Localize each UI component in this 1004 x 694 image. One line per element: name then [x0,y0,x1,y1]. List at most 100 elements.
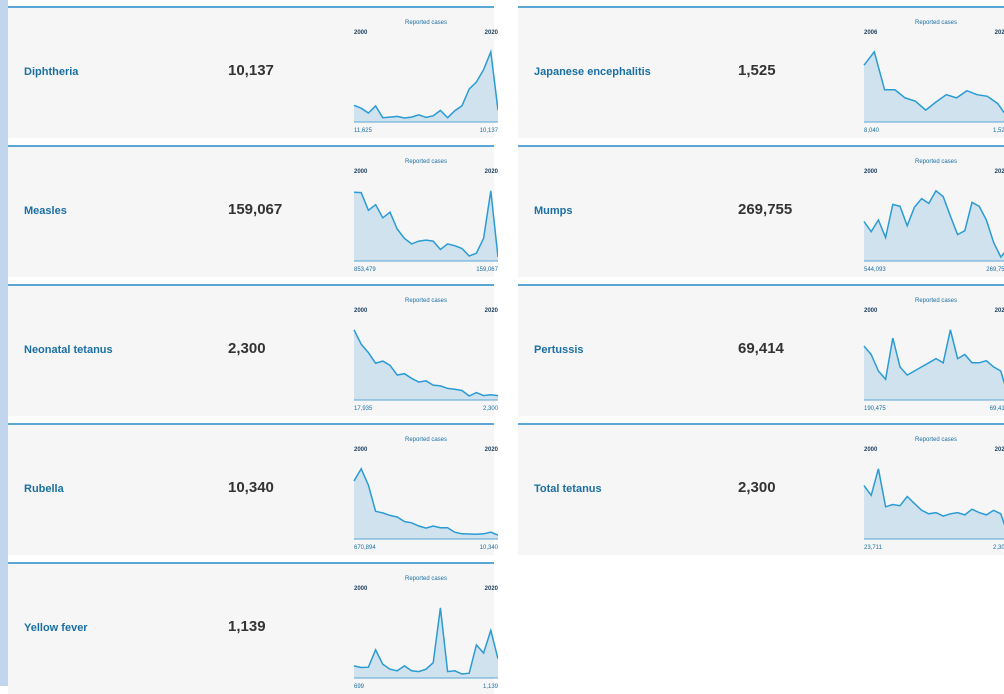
spark-area [354,607,498,678]
start-label: 670,894 [354,545,376,551]
start-year: 2000 [354,30,368,36]
sparkline: Reported cases 2006 2020 8,040 1,525 [863,20,1004,134]
disease-name: Yellow fever [24,622,88,634]
spark-title: Reported cases [915,437,957,443]
card: Neonatal tetanus 2,300 Reported cases 2000 2… [8,284,498,416]
end-label: 10,137 [480,128,498,134]
spark-line [863,329,1004,385]
end-label: 69,414 [990,406,1004,412]
card: Total tetanus 2,300 Reported cases 2000 2020… [518,423,1004,555]
start-label: 8,040 [864,128,880,134]
sparkline: Reported cases 2000 2020 17,935 2,300 [353,298,498,412]
spark-area [864,329,1004,400]
case-count: 2,300 [738,479,776,496]
disease-name: Rubella [24,483,64,495]
case-count: 2,300 [228,340,266,357]
card: Rubella 10,340 Reported cases 2000 2020 670,8… [8,423,498,555]
card: Japanese encephalitis 1,525 Reported cases… [518,6,1004,138]
start-year: 2000 [864,447,878,453]
sparkline: Reported cases 2000 2020 853,479 159,067 [353,159,498,273]
start-year: 2000 [354,586,368,592]
disease-name: Diphtheria [24,66,79,78]
sparkline: Reported cases 2000 2020 544,093 269,755 [863,159,1004,273]
sparkline: Reported cases 2000 2020 190,475 69,414 [863,298,1004,412]
spark-area [864,468,1004,539]
end-label: 269,755 [986,267,1004,273]
sparkline: Reported cases 2000 2020 11,625 10,137 [353,20,498,134]
spark-line [863,50,1004,114]
end-year: 2020 [995,30,1004,36]
spark-line [353,607,498,675]
disease-name: Japanese encephalitis [534,66,651,78]
sparkline: Reported cases 2000 2020 699 1,139 [353,576,498,690]
end-year: 2020 [485,586,498,592]
case-count: 159,067 [228,201,283,218]
case-count: 69,414 [738,340,784,357]
card: Measles 159,067 Reported cases 2000 2020 853,… [8,145,498,277]
case-count: 10,137 [228,62,274,79]
spark-title: Reported cases [405,576,447,582]
start-year: 2006 [864,30,878,36]
spark-line [353,48,498,119]
spark-title: Reported cases [405,298,447,304]
start-label: 699 [354,684,365,690]
card: Yellow fever 1,139 Reported cases 2000 2020 6… [8,562,498,694]
case-count: 1,525 [738,62,776,79]
spark-area [864,190,1004,261]
spark-line [353,329,498,397]
end-year: 2020 [485,169,498,175]
spark-line [863,189,1004,259]
end-year: 2020 [995,169,1004,175]
start-label: 853,479 [354,267,376,273]
start-year: 2000 [864,169,878,175]
end-year: 2020 [485,447,498,453]
spark-area [864,51,1004,122]
end-year: 2020 [995,447,1004,453]
start-label: 190,475 [864,406,886,412]
disease-name: Mumps [534,205,573,217]
spark-title: Reported cases [405,20,447,26]
start-year: 2000 [354,169,368,175]
start-year: 2000 [354,308,368,314]
case-count: 10,340 [228,479,274,496]
disease-name: Pertussis [534,344,584,356]
spark-area [354,190,498,261]
disease-name: Measles [24,205,67,217]
side-strip [0,0,8,686]
end-label: 2,300 [993,545,1004,551]
end-label: 1,525 [993,128,1004,134]
disease-name: Total tetanus [534,483,602,495]
sparkline: Reported cases 2000 2020 670,894 10,340 [353,437,498,551]
card: Diphtheria 10,137 Reported cases 2000 2020 11… [8,6,498,138]
start-label: 11,625 [354,128,373,134]
spark-line [863,468,1004,526]
spark-title: Reported cases [915,20,957,26]
start-label: 544,093 [864,267,886,273]
card: Mumps 269,755 Reported cases 2000 2020 544,09… [518,145,1004,277]
start-year: 2000 [864,308,878,314]
spark-title: Reported cases [405,159,447,165]
spark-line [353,190,498,258]
start-year: 2000 [354,447,368,453]
start-label: 17,935 [354,406,373,412]
case-count: 1,139 [228,618,266,635]
spark-line [353,467,498,536]
end-label: 159,067 [476,267,498,273]
sparkline: Reported cases 2000 2020 23,711 2,300 [863,437,1004,551]
card: Pertussis 69,414 Reported cases 2000 2020 190… [518,284,1004,416]
end-year: 2020 [485,308,498,314]
end-label: 1,139 [483,684,498,690]
spark-area [354,468,498,539]
disease-name: Neonatal tetanus [24,344,113,356]
end-year: 2020 [995,308,1004,314]
start-label: 23,711 [864,545,883,551]
spark-area [354,51,498,122]
case-count: 269,755 [738,201,793,218]
end-label: 10,340 [480,545,498,551]
spark-title: Reported cases [405,437,447,443]
end-year: 2020 [485,30,498,36]
end-label: 2,300 [483,406,498,412]
spark-area [354,329,498,400]
spark-title: Reported cases [915,298,957,304]
